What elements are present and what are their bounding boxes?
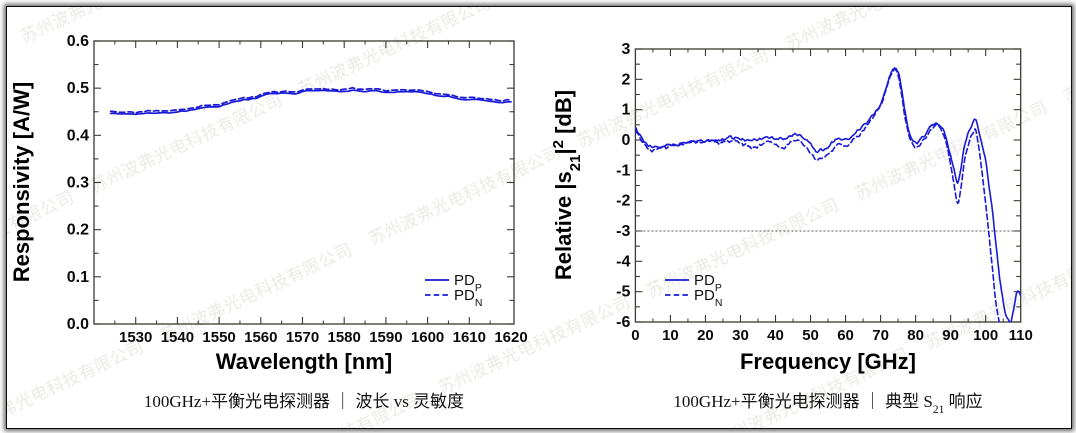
svg-text:Frequency [GHz]: Frequency [GHz] <box>740 349 916 374</box>
svg-text:0.1: 0.1 <box>67 269 89 286</box>
svg-text:Wavelength [nm]: Wavelength [nm] <box>216 349 392 374</box>
svg-text:-5: -5 <box>616 284 630 301</box>
svg-text:1580: 1580 <box>328 329 361 346</box>
svg-text:80: 80 <box>907 327 924 344</box>
svg-text:20: 20 <box>697 327 714 344</box>
svg-text:60: 60 <box>837 327 854 344</box>
svg-text:-2: -2 <box>616 193 630 210</box>
svg-text:0.2: 0.2 <box>67 222 89 239</box>
svg-text:100GHz+平衡光电探测器 ｜ 波长 vs 灵敏度: 100GHz+平衡光电探测器 ｜ 波长 vs 灵敏度 <box>144 392 464 411</box>
svg-text:1590: 1590 <box>369 329 402 346</box>
svg-text:1600: 1600 <box>411 329 444 346</box>
svg-text:-6: -6 <box>616 314 630 331</box>
svg-text:2: 2 <box>621 71 630 88</box>
svg-text:100GHz+平衡光电探测器 ｜ 典型 S21 响应: 100GHz+平衡光电探测器 ｜ 典型 S21 响应 <box>673 392 982 416</box>
svg-text:0: 0 <box>621 132 630 149</box>
svg-text:0.5: 0.5 <box>67 80 89 97</box>
svg-text:1530: 1530 <box>119 329 152 346</box>
svg-text:0.3: 0.3 <box>67 175 89 192</box>
svg-text:0.4: 0.4 <box>67 127 89 144</box>
svg-text:1610: 1610 <box>453 329 486 346</box>
svg-text:Responsivity [A/W]: Responsivity [A/W] <box>9 82 34 282</box>
svg-text:110: 110 <box>1009 327 1033 344</box>
svg-text:-4: -4 <box>616 253 630 270</box>
svg-text:Relative |s21|2 [dB]: Relative |s21|2 [dB] <box>550 90 584 280</box>
svg-text:1570: 1570 <box>286 329 319 346</box>
svg-text:0: 0 <box>631 327 639 344</box>
svg-text:1620: 1620 <box>494 329 527 346</box>
svg-text:100: 100 <box>973 327 998 344</box>
svg-text:1540: 1540 <box>161 329 194 346</box>
svg-text:-3: -3 <box>616 223 630 240</box>
svg-text:0.6: 0.6 <box>67 33 89 50</box>
svg-text:10: 10 <box>662 327 679 344</box>
svg-text:90: 90 <box>942 327 959 344</box>
svg-text:1: 1 <box>621 102 630 119</box>
svg-text:-1: -1 <box>616 162 630 179</box>
svg-text:30: 30 <box>732 327 749 344</box>
svg-text:40: 40 <box>767 327 784 344</box>
svg-text:0.0: 0.0 <box>67 316 89 333</box>
svg-text:70: 70 <box>872 327 889 344</box>
svg-text:3: 3 <box>621 41 630 58</box>
svg-text:1560: 1560 <box>244 329 277 346</box>
svg-text:50: 50 <box>802 327 819 344</box>
svg-text:1550: 1550 <box>202 329 235 346</box>
